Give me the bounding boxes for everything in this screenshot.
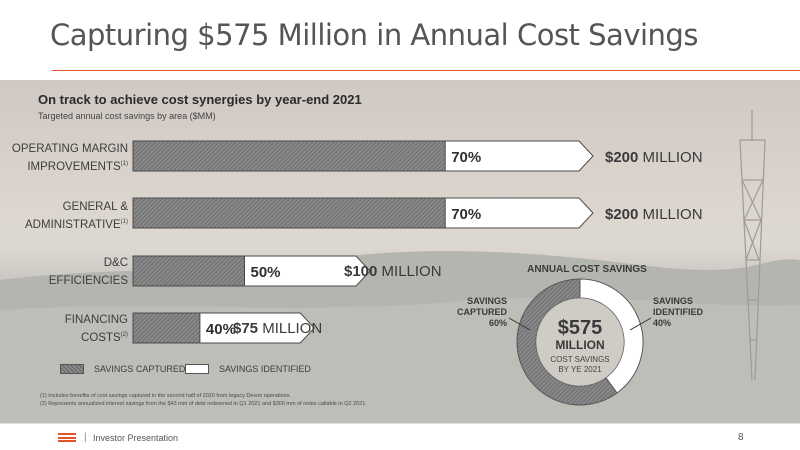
- footnote-2: (2) Represents annualized interest savin…: [40, 401, 367, 407]
- donut-center-value: $575: [557, 317, 603, 339]
- chart-title: On track to achieve cost synergies by ye…: [38, 92, 362, 107]
- donut-center-unit: MILLION: [555, 338, 605, 352]
- footnote-1: (1) Includes benefits of cost savings ca…: [40, 393, 292, 399]
- donut-title: ANNUAL COST SAVINGS: [527, 264, 647, 275]
- legend-item-captured: SAVINGS CAPTURED: [60, 364, 185, 374]
- footer-rule: [0, 423, 800, 424]
- category-label-financing: FINANCING COSTS(2): [64, 314, 128, 344]
- donut-center: $575 MILLION COST SAVINGS BY YE 2021: [540, 318, 620, 375]
- chart-subtitle: Targeted annual cost savings by area ($M…: [38, 111, 216, 121]
- bar-captured-general-admin: [132, 197, 446, 229]
- amount-label-operating-margin: $200 MILLION: [605, 149, 703, 166]
- footer-text: Investor Presentation: [93, 433, 179, 443]
- donut-leader-identified: [629, 317, 652, 331]
- category-label-general-admin: GENERAL & ADMINISTRATIVE(1): [25, 201, 128, 231]
- bar-pct-label-financing: 40%: [206, 321, 236, 338]
- donut-label-captured: SAVINGS CAPTURED 60%: [457, 296, 508, 328]
- donut-label-identified: SAVINGS IDENTIFIED 40%: [653, 296, 704, 328]
- company-logo-icon: [58, 433, 76, 444]
- amount-label-general-admin: $200 MILLION: [605, 206, 703, 223]
- amount-label-financing: $75 MILLION: [233, 320, 323, 337]
- bar-pct-label-dc-efficiencies: 50%: [251, 264, 281, 281]
- donut-leader-captured: [508, 317, 531, 331]
- donut-center-caption: COST SAVINGS BY YE 2021: [550, 355, 610, 374]
- legend-swatch-identified: [185, 364, 209, 374]
- bar-pct-label-general-admin: 70%: [451, 206, 481, 223]
- bar-pct-label-operating-margin: 70%: [451, 149, 481, 166]
- bar-captured-operating-margin: [132, 140, 446, 172]
- page-title: Capturing $575 Million in Annual Cost Sa…: [50, 18, 698, 52]
- amount-label-dc-efficiencies: $100 MILLION: [344, 263, 442, 280]
- legend-item-identified: SAVINGS IDENTIFIED: [185, 364, 311, 374]
- category-label-dc-efficiencies: D&C EFFICIENCIES: [48, 257, 128, 287]
- page-number: 8: [738, 432, 744, 443]
- legend-swatch-captured: [60, 364, 84, 374]
- donut-chart: [508, 278, 652, 406]
- category-label-operating-margin: OPERATING MARGIN IMPROVEMENTS(1): [11, 143, 128, 173]
- donut-hole: [536, 298, 624, 386]
- drilling-rig-icon: [739, 110, 766, 381]
- title-rule: [52, 70, 800, 71]
- footer-separator: |: [84, 432, 87, 443]
- bar-captured-dc-efficiencies: [132, 255, 245, 287]
- bar-captured-financing: [132, 312, 201, 344]
